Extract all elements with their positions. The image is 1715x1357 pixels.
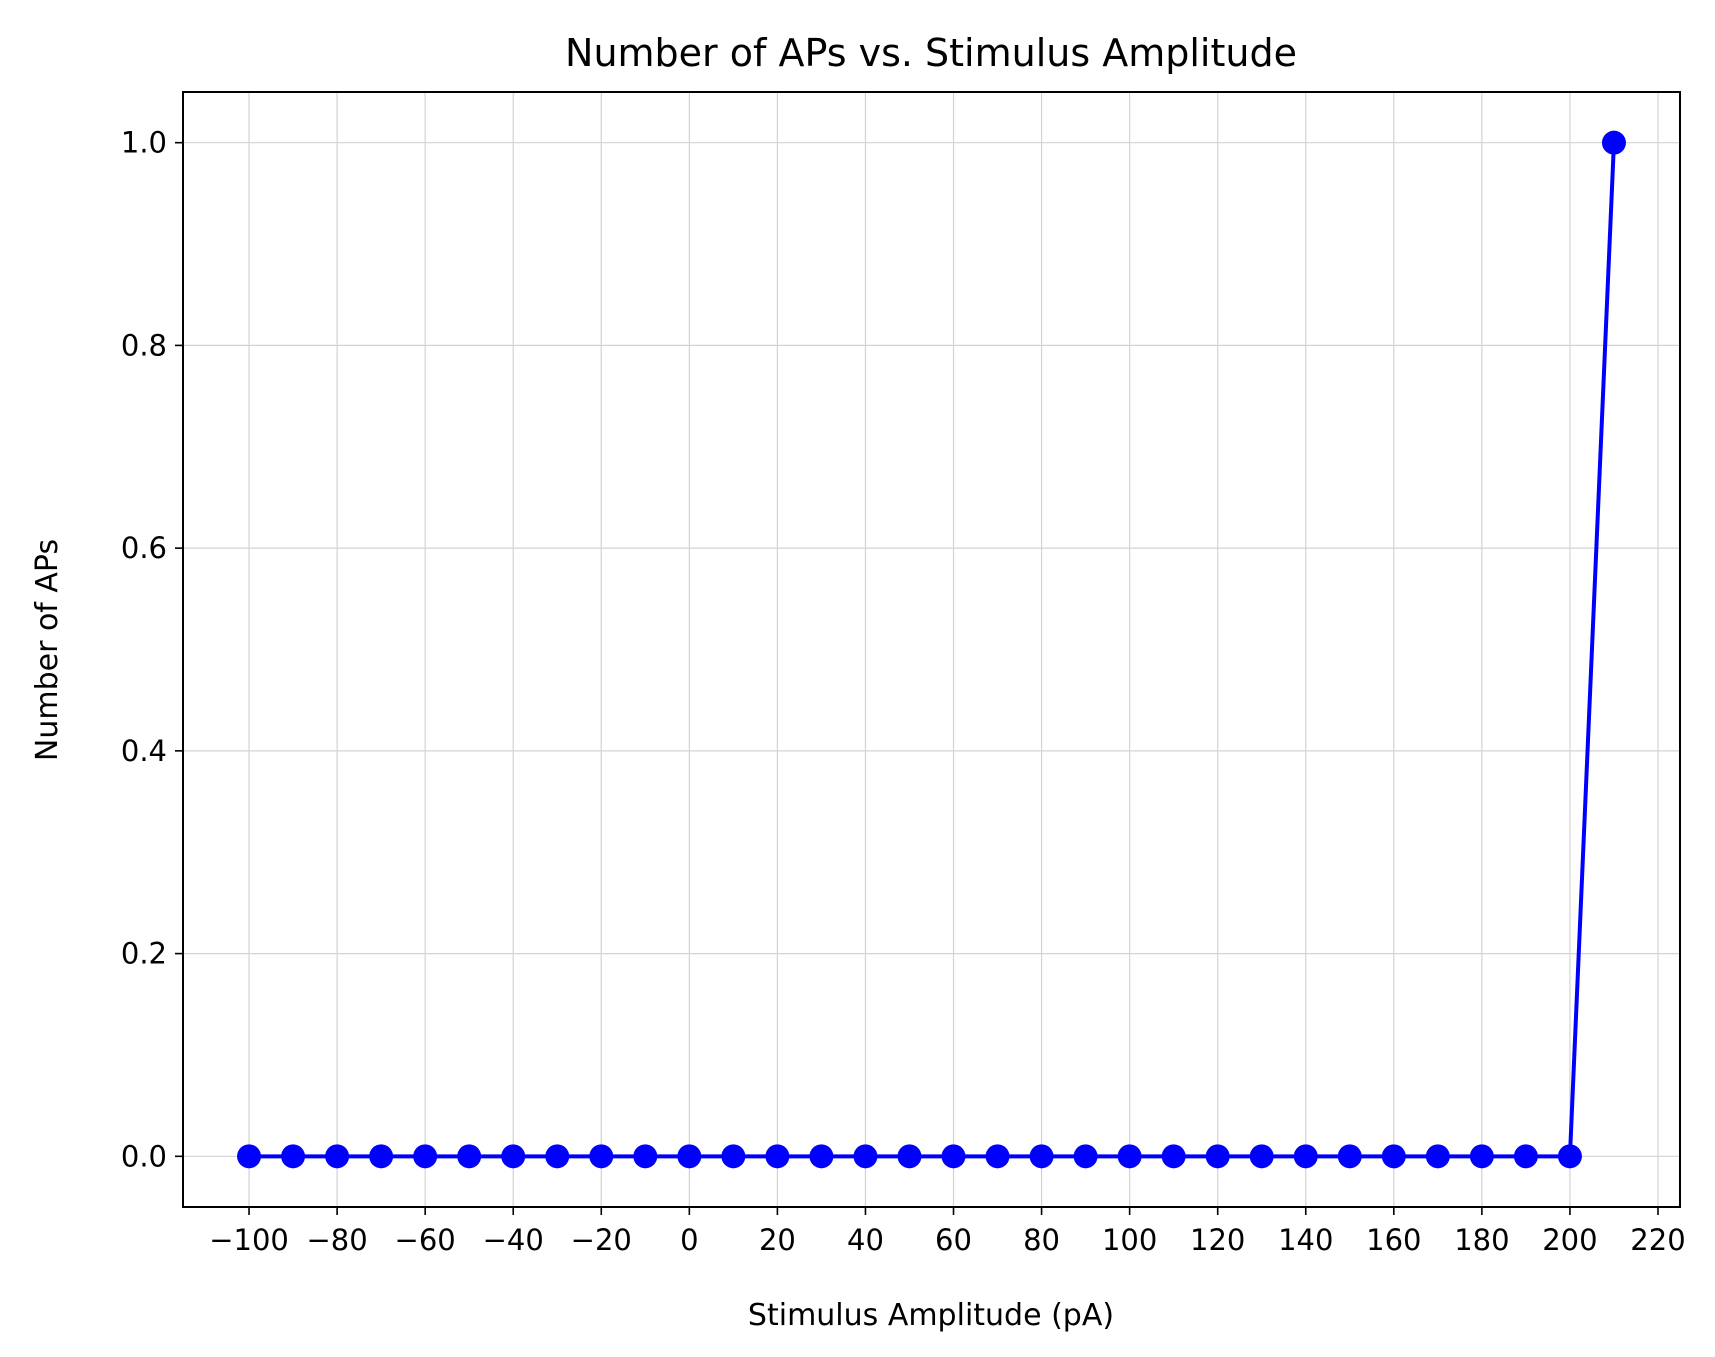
- y-axis-label: Number of APs: [30, 539, 65, 761]
- y-tick-label: 1.0: [121, 126, 167, 160]
- grid: [183, 92, 1680, 1207]
- data-point: [1249, 1144, 1274, 1169]
- data-point: [1073, 1144, 1098, 1169]
- y-tick-label: 0.0: [121, 1139, 167, 1173]
- x-tick-label: −20: [571, 1223, 632, 1257]
- data-point: [1117, 1144, 1142, 1169]
- data-point: [457, 1144, 482, 1169]
- data-point: [501, 1144, 526, 1169]
- data-point: [1029, 1144, 1054, 1169]
- data-point: [1161, 1144, 1186, 1169]
- y-tick-label: 0.6: [121, 531, 167, 565]
- data-point: [765, 1144, 790, 1169]
- x-tick-label: 140: [1278, 1223, 1333, 1257]
- data-point: [325, 1144, 350, 1169]
- data-point: [1557, 1144, 1582, 1169]
- data-point: [237, 1144, 262, 1169]
- y-tick-label: 0.4: [121, 734, 167, 768]
- data-point: [1205, 1144, 1230, 1169]
- data-point: [985, 1144, 1010, 1169]
- data-point: [1513, 1144, 1538, 1169]
- data-point: [677, 1144, 702, 1169]
- data-point: [853, 1144, 878, 1169]
- data-point: [589, 1144, 614, 1169]
- data-point: [545, 1144, 570, 1169]
- x-tick-label: −80: [307, 1223, 368, 1257]
- x-tick-label: 160: [1366, 1223, 1421, 1257]
- data-point: [633, 1144, 658, 1169]
- data-point: [1293, 1144, 1318, 1169]
- data-point: [1381, 1144, 1406, 1169]
- data-point: [941, 1144, 966, 1169]
- x-tick-label: 180: [1454, 1223, 1509, 1257]
- data-point: [281, 1144, 306, 1169]
- data-point: [721, 1144, 746, 1169]
- chart-title: Number of APs vs. Stimulus Amplitude: [565, 31, 1297, 75]
- data-point: [1337, 1144, 1362, 1169]
- y-tick-label: 0.2: [121, 937, 167, 971]
- data-point: [809, 1144, 834, 1169]
- plot-frame: [182, 91, 1681, 1208]
- data-point: [1469, 1144, 1494, 1169]
- x-tick-label: 220: [1630, 1223, 1685, 1257]
- x-tick-label: 120: [1190, 1223, 1245, 1257]
- x-tick-label: 100: [1102, 1223, 1157, 1257]
- x-tick-label: 20: [759, 1223, 796, 1257]
- data-series: [237, 130, 1626, 1169]
- x-tick-label: 40: [847, 1223, 884, 1257]
- x-axis-label: Stimulus Amplitude (pA): [748, 1298, 1114, 1333]
- data-point: [413, 1144, 438, 1169]
- y-tick-label: 0.8: [121, 328, 167, 362]
- x-tick-label: −60: [395, 1223, 456, 1257]
- data-point: [369, 1144, 394, 1169]
- axis-ticks: −100 −80 −60 −40 −20 0 20 40 60 80 100 120 140 160 180…: [121, 126, 1686, 1257]
- data-point: [1425, 1144, 1450, 1169]
- x-tick-label: −100: [209, 1223, 289, 1257]
- data-point: [897, 1144, 922, 1169]
- x-tick-label: 60: [935, 1223, 972, 1257]
- x-tick-label: 0: [680, 1223, 698, 1257]
- data-point: [1601, 130, 1626, 155]
- x-tick-label: 80: [1023, 1223, 1060, 1257]
- x-tick-label: 200: [1542, 1223, 1597, 1257]
- x-tick-label: −40: [483, 1223, 544, 1257]
